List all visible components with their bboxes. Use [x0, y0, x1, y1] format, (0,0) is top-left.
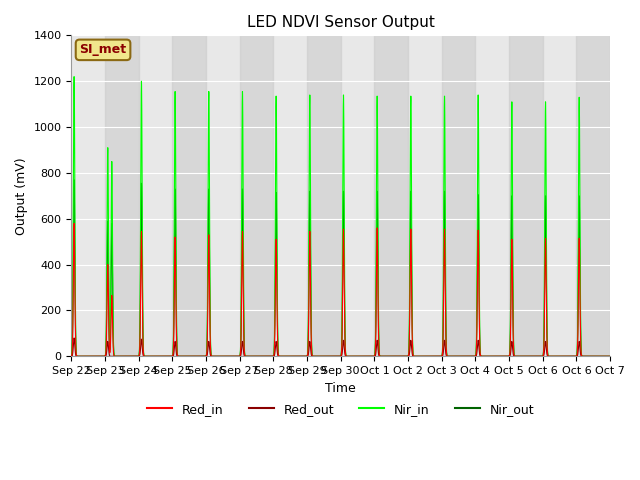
Bar	[105, 36, 139, 356]
Bar	[577, 36, 610, 356]
Bar	[509, 36, 543, 356]
Bar	[172, 36, 206, 356]
Text: SI_met: SI_met	[79, 43, 127, 56]
Bar	[240, 36, 273, 356]
Bar	[374, 36, 408, 356]
Bar	[307, 36, 340, 356]
Y-axis label: Output (mV): Output (mV)	[15, 157, 28, 235]
Bar	[442, 36, 476, 356]
X-axis label: Time: Time	[325, 382, 356, 395]
Title: LED NDVI Sensor Output: LED NDVI Sensor Output	[247, 15, 435, 30]
Legend: Red_in, Red_out, Nir_in, Nir_out: Red_in, Red_out, Nir_in, Nir_out	[142, 398, 540, 420]
